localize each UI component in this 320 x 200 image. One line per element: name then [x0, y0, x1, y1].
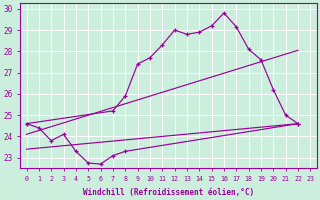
- X-axis label: Windchill (Refroidissement éolien,°C): Windchill (Refroidissement éolien,°C): [83, 188, 254, 197]
